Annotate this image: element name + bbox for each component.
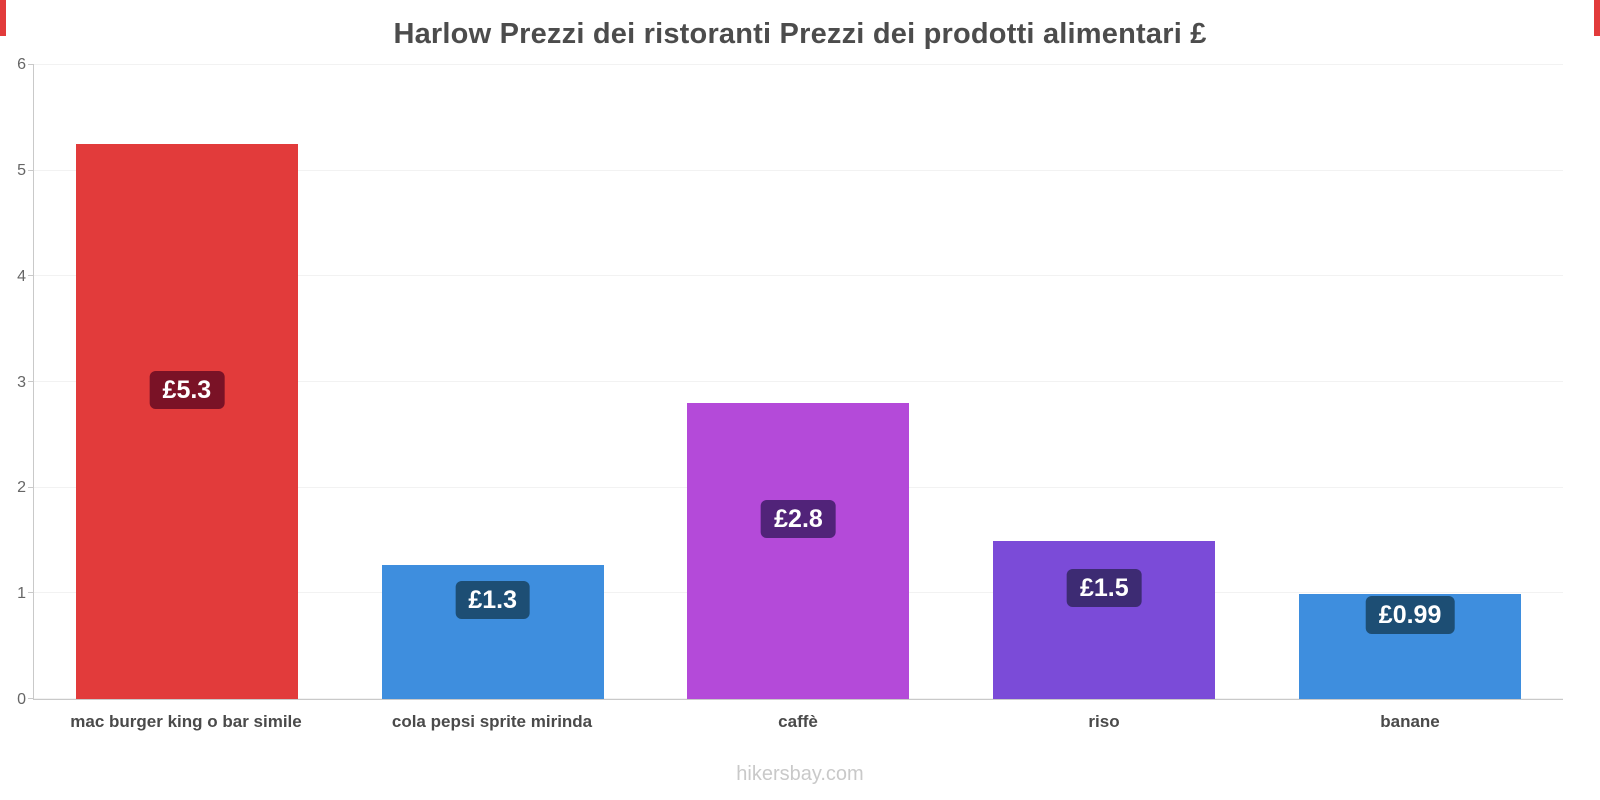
bar-slot: £0.99 bbox=[1257, 65, 1563, 699]
chart-title: Harlow Prezzi dei ristoranti Prezzi dei … bbox=[393, 18, 1207, 50]
bar-slot: £1.3 bbox=[340, 65, 646, 699]
y-tick-label: 4 bbox=[17, 267, 26, 285]
x-axis-label: riso bbox=[1088, 712, 1120, 731]
y-axis: 0 1 2 3 4 5 6 bbox=[0, 56, 26, 708]
x-axis-label: mac burger king o bar simile bbox=[70, 712, 302, 731]
bar-value-label: £1.5 bbox=[1066, 568, 1142, 607]
bar[interactable]: £2.8 bbox=[687, 403, 910, 699]
bar[interactable]: £1.5 bbox=[993, 540, 1216, 699]
gridline bbox=[34, 381, 1563, 382]
y-tick-label: 0 bbox=[17, 691, 26, 708]
bar[interactable]: £1.3 bbox=[381, 564, 604, 699]
page-accent-right bbox=[1594, 0, 1600, 36]
bar[interactable]: £0.99 bbox=[1299, 594, 1522, 699]
y-tick-label: 1 bbox=[17, 585, 26, 603]
y-tick-mark bbox=[28, 698, 34, 699]
bar-slot: £2.8 bbox=[646, 65, 952, 699]
bar-slot: £5.3 bbox=[34, 65, 340, 699]
x-axis-label: banane bbox=[1380, 712, 1440, 731]
x-axis-label: caffè bbox=[778, 712, 818, 731]
bar-value-label: £2.8 bbox=[761, 500, 836, 539]
y-tick-label: 5 bbox=[17, 161, 26, 179]
bar[interactable]: £5.3 bbox=[75, 144, 298, 699]
x-labels: mac burger king o bar simile cola pepsi s… bbox=[33, 712, 1563, 732]
gridline bbox=[34, 169, 1563, 171]
y-tick-mark bbox=[28, 275, 34, 277]
bar-value-label: £1.3 bbox=[455, 580, 531, 619]
gridline bbox=[34, 275, 1563, 277]
plot-area: £5.3 £1.3 £2.8 £1.5 £0.99 bbox=[28, 64, 1563, 700]
y-tick-mark bbox=[28, 381, 34, 382]
y-tick-mark bbox=[28, 486, 34, 488]
bar-value-label: £0.99 bbox=[1365, 595, 1455, 634]
y-tick-label: 3 bbox=[17, 373, 26, 391]
page-accent-left bbox=[0, 0, 6, 36]
gridline bbox=[34, 64, 1563, 65]
y-tick-label: 2 bbox=[17, 479, 26, 497]
y-tick-label: 6 bbox=[17, 56, 26, 73]
bars: £5.3 £1.3 £2.8 £1.5 £0.99 bbox=[34, 65, 1563, 699]
y-tick-mark bbox=[28, 169, 34, 171]
x-axis-label: cola pepsi sprite mirinda bbox=[391, 712, 593, 731]
bar-value-label: £5.3 bbox=[149, 370, 225, 409]
bar-slot: £1.5 bbox=[951, 65, 1257, 699]
y-tick-mark bbox=[28, 592, 34, 594]
y-tick-mark bbox=[28, 64, 34, 65]
footer-watermark: hikersbay.com bbox=[736, 763, 864, 785]
